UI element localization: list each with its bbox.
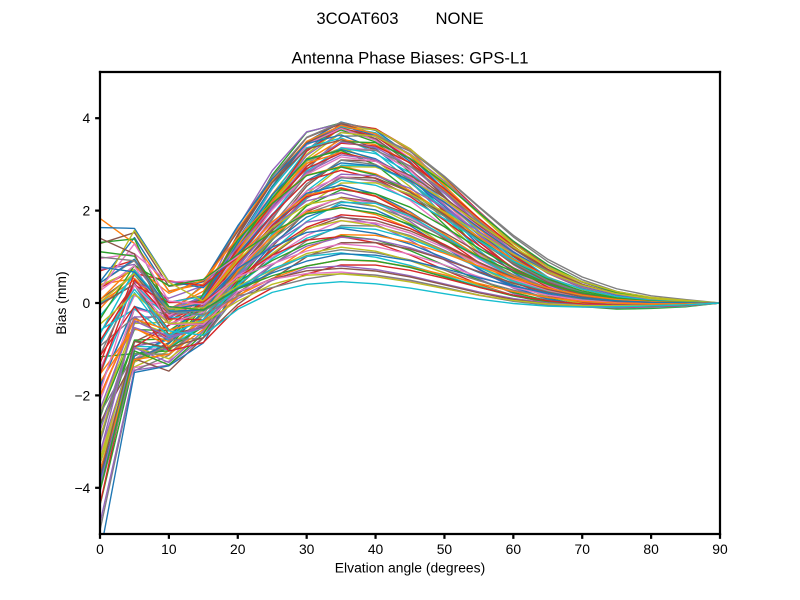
svg-text:20: 20 <box>230 541 246 557</box>
svg-text:3COAT603 NONE: 3COAT603 NONE <box>316 9 483 28</box>
svg-text:0: 0 <box>96 541 104 557</box>
svg-text:0: 0 <box>83 295 91 311</box>
svg-text:Antenna Phase Biases: GPS-L1: Antenna Phase Biases: GPS-L1 <box>291 49 528 68</box>
svg-text:70: 70 <box>575 541 591 557</box>
svg-text:4: 4 <box>83 110 91 126</box>
svg-text:10: 10 <box>161 541 177 557</box>
svg-text:30: 30 <box>299 541 315 557</box>
svg-text:60: 60 <box>506 541 522 557</box>
svg-text:Bias (mm): Bias (mm) <box>53 271 69 334</box>
svg-text:50: 50 <box>437 541 453 557</box>
svg-text:90: 90 <box>712 541 728 557</box>
svg-text:40: 40 <box>368 541 384 557</box>
svg-text:Elvation angle (degrees): Elvation angle (degrees) <box>335 559 485 575</box>
svg-text:2: 2 <box>83 203 91 219</box>
svg-text:80: 80 <box>643 541 659 557</box>
svg-text:−4: −4 <box>74 480 90 496</box>
svg-text:−2: −2 <box>74 387 90 403</box>
